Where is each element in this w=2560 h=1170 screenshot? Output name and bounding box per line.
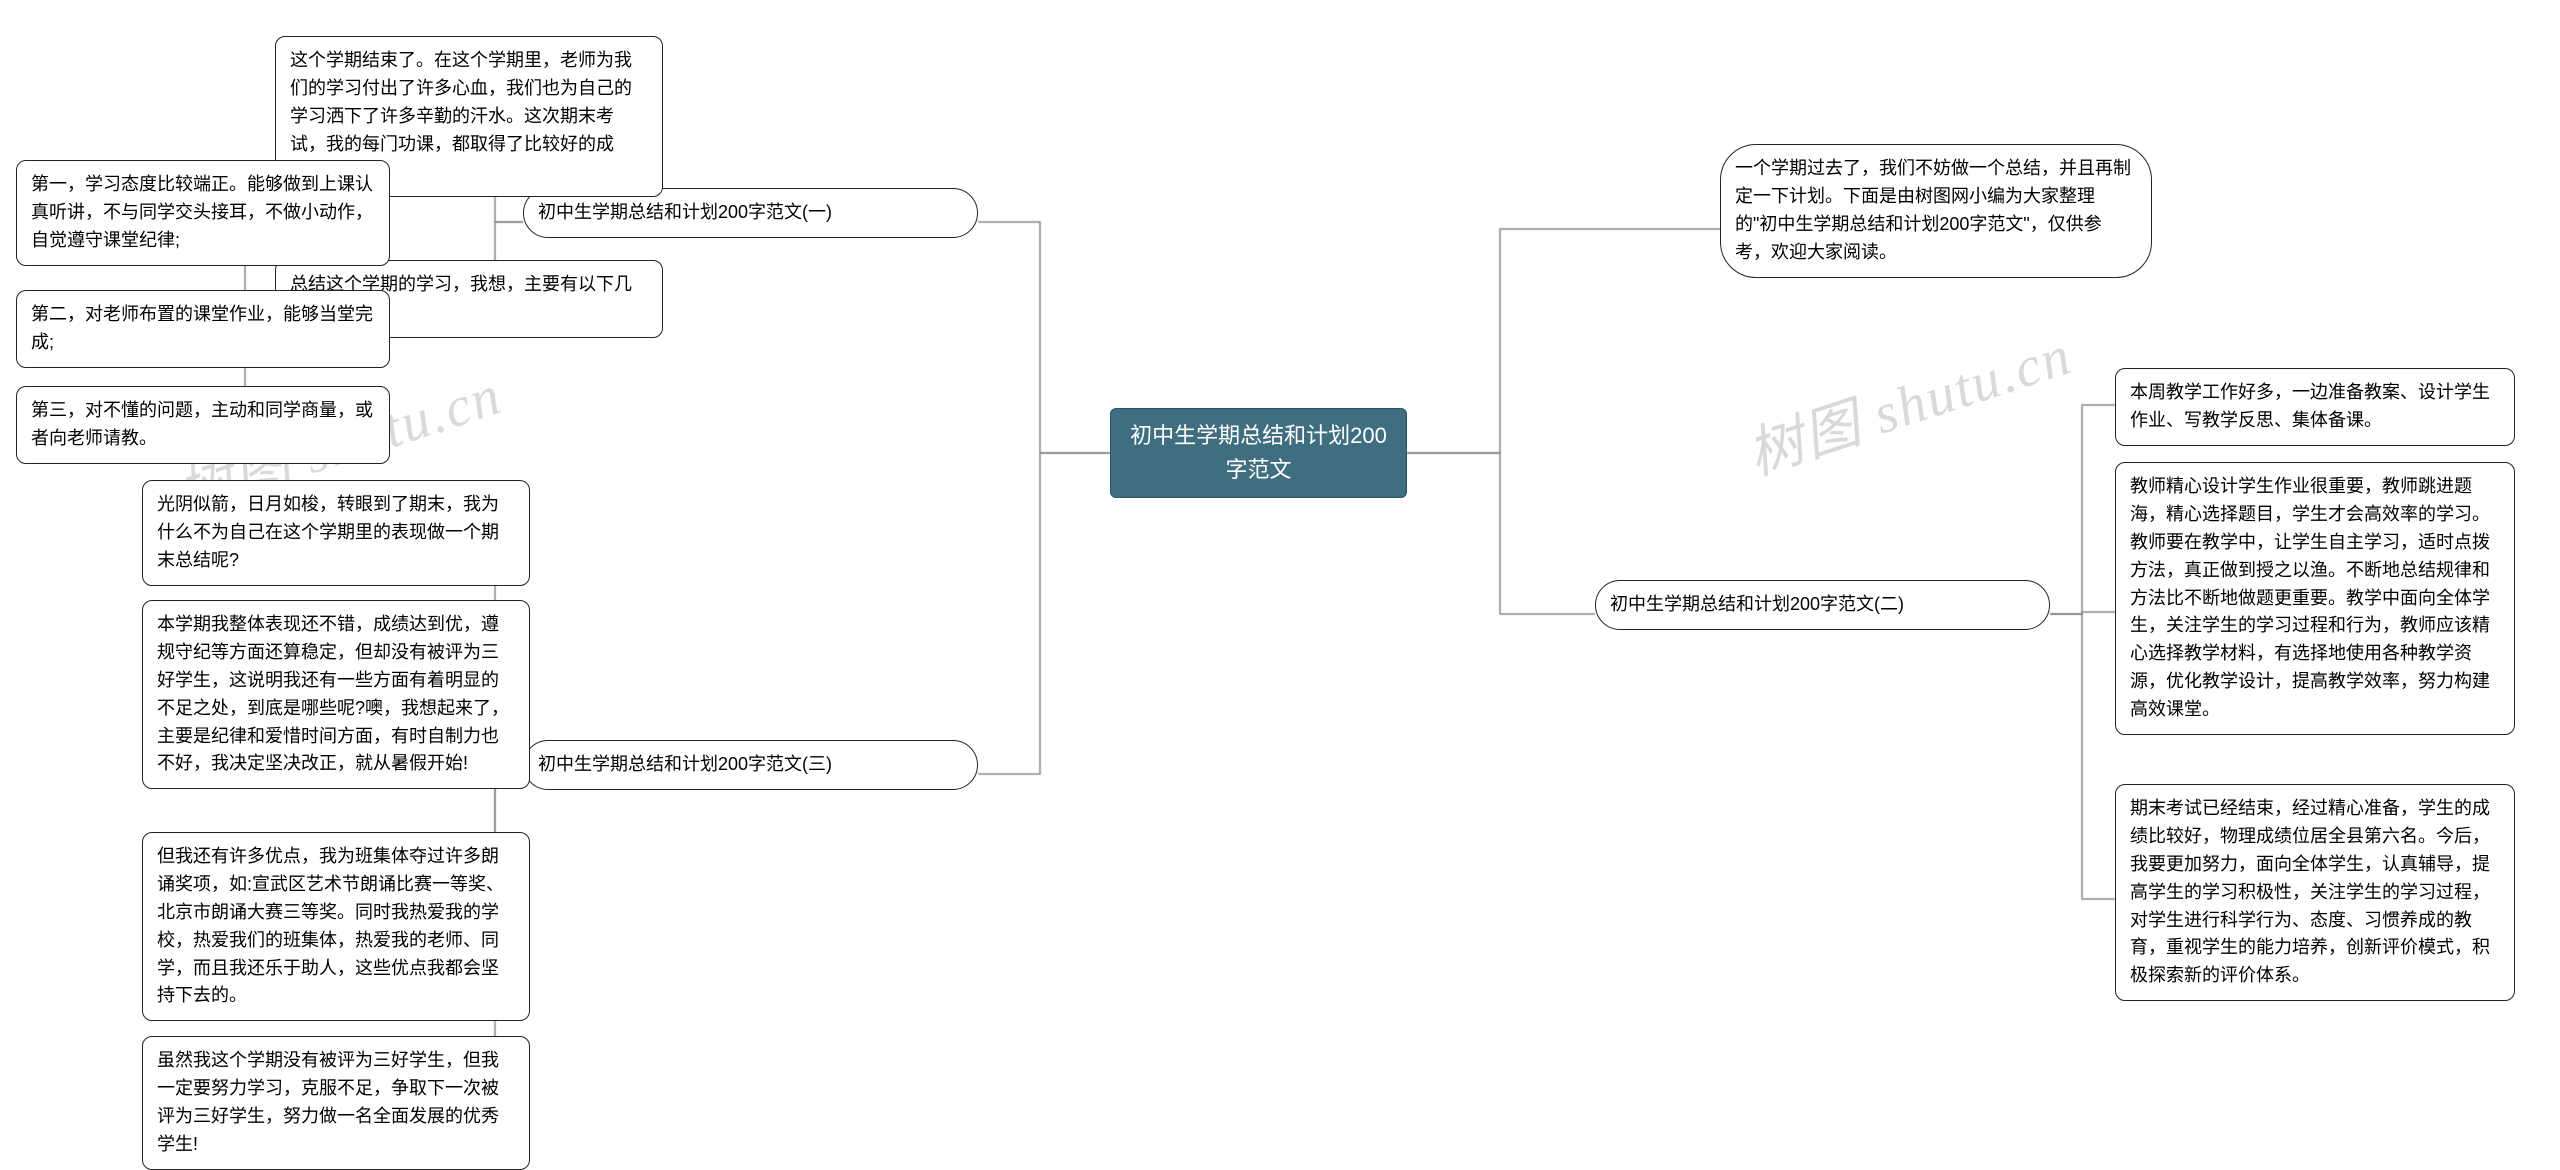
section-2-item-2: 期末考试已经结束，经过精心准备，学生的成绩比较好，物理成绩位居全县第六名。今后，… <box>2115 784 2515 1001</box>
section-2-item-0: 本周教学工作好多，一边准备教案、设计学生作业、写教学反思、集体备课。 <box>2115 368 2515 446</box>
section-1-sub-1: 第二，对老师布置的课堂作业，能够当堂完成; <box>16 290 390 368</box>
section-3-item-0: 光阴似箭，日月如梭，转眼到了期末，我为什么不为自己在这个学期里的表现做一个期末总… <box>142 480 530 586</box>
section-2-item-1: 教师精心设计学生作业很重要，教师跳进题海，精心选择题目，学生才会高效率的学习。教… <box>2115 462 2515 735</box>
root-node: 初中生学期总结和计划200字范文 <box>1110 408 1407 498</box>
section-3-item-3: 虽然我这个学期没有被评为三好学生，但我一定要努力学习，克服不足，争取下一次被评为… <box>142 1036 530 1170</box>
section-1-sub-2: 第三，对不懂的问题，主动和同学商量，或者向老师请教。 <box>16 386 390 464</box>
intro-node: 一个学期过去了，我们不妨做一个总结，并且再制定一下计划。下面是由树图网小编为大家… <box>1720 144 2152 278</box>
section-3-item-2: 但我还有许多优点，我为班集体夺过许多朗诵奖项，如:宣武区艺术节朗诵比赛一等奖、北… <box>142 832 530 1021</box>
section-2-title: 初中生学期总结和计划200字范文(二) <box>1595 580 2050 630</box>
section-3-title: 初中生学期总结和计划200字范文(三) <box>523 740 978 790</box>
section-1-sub-0: 第一，学习态度比较端正。能够做到上课认真听讲，不与同学交头接耳，不做小动作，自觉… <box>16 160 390 266</box>
section-3-item-1: 本学期我整体表现还不错，成绩达到优，遵规守纪等方面还算稳定，但却没有被评为三好学… <box>142 600 530 789</box>
